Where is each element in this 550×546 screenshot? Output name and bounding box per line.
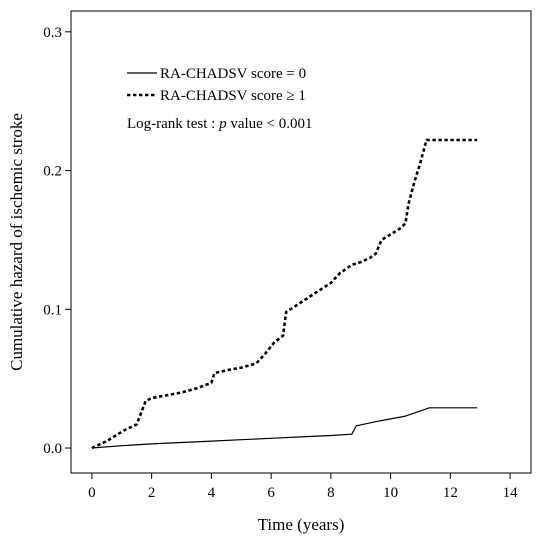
x-tick-label: 12 [443,485,458,501]
legend-label-score-ge-1: RA-CHADSV score ≥ 1 [160,88,306,104]
x-axis-label: Time (years) [258,515,345,534]
y-tick-label: 0.1 [43,302,62,318]
series-line-score-0 [91,407,478,449]
y-tick-label: 0.0 [43,441,62,457]
x-tick-label: 10 [383,485,398,501]
logrank-p: p [218,116,227,132]
axes [70,10,532,474]
x-tick-label: 8 [327,485,335,501]
y-tick-label: 0.2 [43,164,62,180]
logrank-annotation: Log-rank test : p value < 0.001 [127,116,313,132]
legend: RA-CHADSV score = 0 RA-CHADSV score ≥ 1 … [127,66,313,132]
y-axis-label: Cumulative hazard of ischemic stroke [7,113,26,371]
x-tick-label: 4 [208,485,216,501]
series-line-score-ge-1 [91,138,478,450]
logrank-suffix: value < 0.001 [227,116,313,132]
x-tick-label: 14 [503,485,519,501]
x-tick-label: 2 [148,485,156,501]
y-tick-label: 0.3 [43,25,62,41]
series-layer [91,138,478,450]
legend-label-score-0: RA-CHADSV score = 0 [160,66,306,82]
plot-frame [70,10,532,474]
x-tick-label: 6 [267,485,275,501]
x-tick-label: 0 [88,485,96,501]
logrank-prefix: Log-rank test : [127,116,219,132]
ticks: 0 2 4 6 8 10 12 14 0.0 0.1 0.2 0.3 [43,25,518,501]
